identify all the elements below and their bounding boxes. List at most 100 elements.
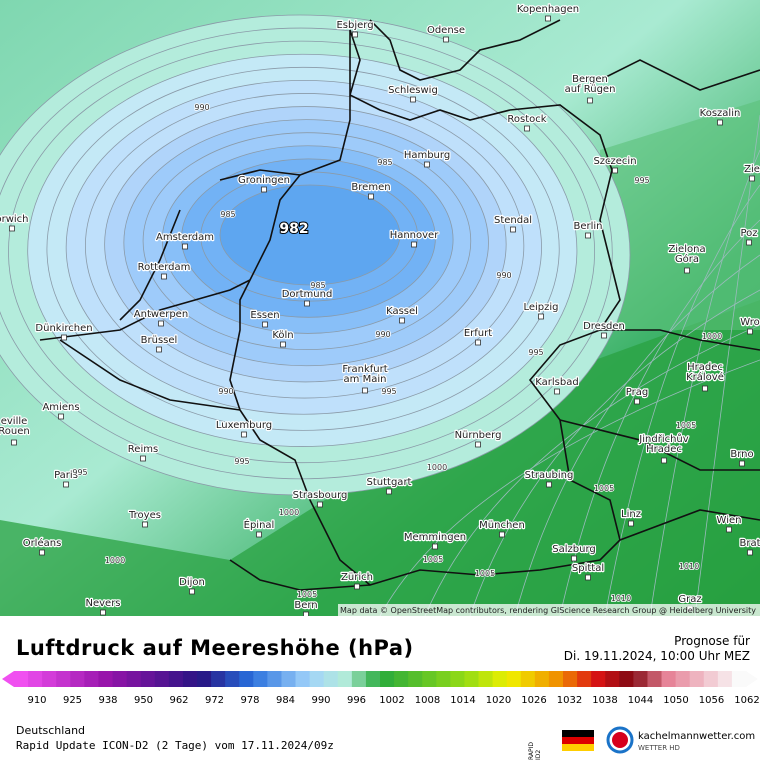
isobar-label: 985 [377, 158, 392, 167]
title: Luftdruck auf Meereshöhe (hPa) [16, 636, 414, 660]
scale-swatch [577, 671, 592, 687]
city-label: München [479, 520, 525, 531]
city-label: orwich [0, 214, 29, 225]
city-label: Bremen [351, 182, 390, 193]
city-marker [256, 531, 262, 538]
isobar-label: 1000 [427, 463, 447, 472]
isobar-label: 1000 [702, 332, 722, 341]
isobar-label: 1005 [423, 555, 443, 564]
city-marker [545, 15, 551, 22]
city-marker [142, 521, 148, 528]
city-label: Zürich [341, 572, 373, 583]
city-label: Paris [54, 470, 78, 481]
scale-swatch [591, 671, 606, 687]
scale-swatch [408, 671, 423, 687]
scale-swatch [295, 671, 311, 687]
isobar-label: 985 [220, 210, 235, 219]
scale-swatch [605, 671, 620, 687]
city-label: Spittal [572, 563, 604, 574]
city-marker [262, 321, 268, 328]
scale-swatch [98, 671, 113, 687]
city-marker [140, 455, 146, 462]
city-label: Kassel [386, 306, 418, 317]
isobar-label: 995 [634, 176, 649, 185]
city-marker [571, 555, 577, 562]
city-marker [100, 609, 106, 616]
scale-swatch [323, 671, 339, 687]
city-marker [524, 125, 530, 132]
isobar-label: 995 [234, 457, 249, 466]
scale-label: 1044 [628, 695, 653, 706]
scale-swatch [619, 671, 634, 687]
city-marker [61, 334, 67, 341]
city-label: Stuttgart [367, 477, 412, 488]
city-label: Essen [250, 310, 279, 321]
isobar-label: 1010 [611, 594, 631, 603]
city-label: Kopenhagen [517, 4, 579, 15]
city-label: Straubing [525, 470, 574, 481]
city-marker [684, 267, 690, 274]
city-label: Erfurt [464, 328, 492, 339]
city-label: Zielona Góra [668, 244, 705, 265]
city-label: Hannover [390, 230, 440, 241]
scale-swatch [14, 671, 29, 687]
scale-label: 984 [276, 695, 295, 706]
isobar-label: 1000 [279, 508, 299, 517]
scale-label: 925 [63, 695, 82, 706]
city-marker [702, 385, 708, 392]
city-label: Wro [740, 317, 759, 328]
city-marker [424, 161, 430, 168]
city-label: Graz [678, 594, 701, 605]
scale-swatch [492, 671, 508, 687]
city-marker [39, 549, 45, 556]
isobar-label: 990 [375, 330, 390, 339]
city-marker [9, 225, 15, 232]
city-label: Salzburg [552, 544, 595, 555]
scale-swatch [281, 671, 296, 687]
forecast-label: Prognose für [674, 634, 750, 648]
scale-swatch [253, 671, 268, 687]
city-label: Odense [427, 25, 465, 36]
city-marker [368, 193, 374, 200]
city-label: Orléans [23, 537, 62, 549]
isobar [219, 184, 401, 286]
city-marker [475, 441, 481, 448]
isobar-label: 1005 [676, 421, 696, 430]
forecast-time: Di. 19.11.2024, 10:00 Uhr MEZ [563, 649, 750, 663]
city-marker [317, 501, 323, 508]
scale-swatch [422, 671, 437, 687]
scale-label: 1062 [734, 695, 759, 706]
city-marker [354, 583, 360, 590]
city-marker [499, 531, 505, 538]
scale-swatch [112, 671, 128, 687]
city-marker [538, 313, 544, 320]
city-marker [546, 481, 552, 488]
city-marker [58, 413, 64, 420]
city-marker [241, 431, 247, 438]
scale-label: 1014 [450, 695, 475, 706]
city-label: Troyes [128, 510, 161, 521]
scale-swatch [506, 671, 522, 687]
city-label: Dijon [179, 577, 205, 588]
scale-swatch [84, 671, 99, 687]
isobar [559, 219, 760, 616]
city-marker [182, 243, 188, 250]
isobars [0, 14, 760, 616]
scale-swatch [689, 671, 705, 687]
city-label: Amiens [42, 402, 79, 413]
isobar [649, 149, 760, 616]
scale-swatch [28, 671, 43, 687]
isobar-label: 990 [218, 387, 233, 396]
city-marker [443, 36, 449, 43]
city-marker [352, 31, 358, 38]
scale-swatch [351, 671, 367, 687]
city-label: Memmingen [404, 532, 466, 543]
scale-label: 1020 [486, 695, 511, 706]
isobar [694, 114, 760, 616]
isobar [514, 254, 760, 616]
city-marker [749, 175, 755, 182]
scale-swatch [365, 671, 381, 687]
scale-swatch [520, 671, 536, 687]
city-label: Dünkirchen [35, 323, 92, 334]
scale-swatch [380, 671, 395, 687]
